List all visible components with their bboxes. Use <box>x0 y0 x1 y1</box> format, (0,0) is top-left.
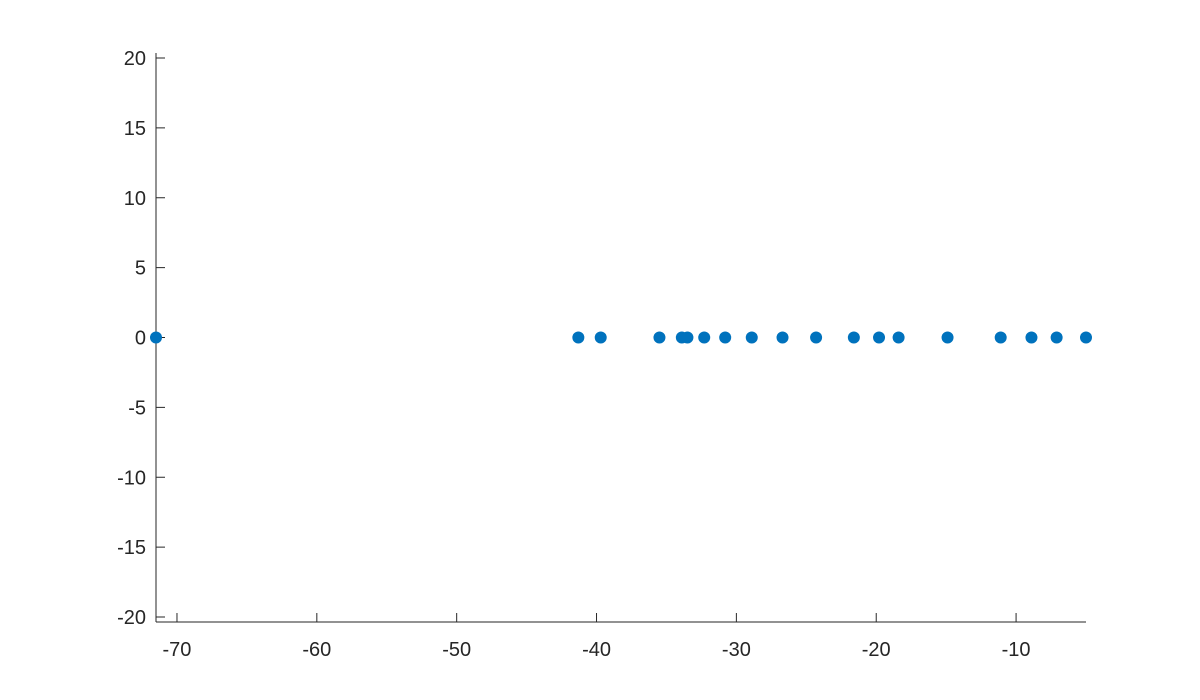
x-ticks: -70 -60 -50 -40 -30 -20 -10 <box>163 613 1031 661</box>
data-point <box>941 331 954 344</box>
x-tick-label: -60 <box>302 639 331 661</box>
y-tick-label: 20 <box>124 48 146 70</box>
data-point <box>1050 331 1063 344</box>
x-tick-label: -70 <box>163 639 192 661</box>
data-point <box>150 331 162 344</box>
data-point <box>776 331 789 344</box>
x-tick-label: -10 <box>1002 639 1031 661</box>
x-tick-label: -40 <box>582 639 611 661</box>
y-tick-label: -15 <box>117 537 146 559</box>
x-tick-label: -50 <box>442 639 471 661</box>
data-point <box>698 331 711 344</box>
y-tick-label: 0 <box>135 328 146 350</box>
y-tick-label: -20 <box>117 607 146 629</box>
data-point <box>847 331 860 344</box>
data-point <box>572 331 585 344</box>
x-tick-label: -30 <box>722 639 751 661</box>
data-point <box>873 331 886 344</box>
data-point <box>1025 331 1038 344</box>
y-tick-label: 5 <box>135 258 146 280</box>
data-point <box>810 331 823 344</box>
data-point <box>653 331 666 344</box>
y-tick-label: 10 <box>124 188 146 210</box>
y-tick-label: 15 <box>124 118 146 140</box>
data-points <box>150 331 1092 344</box>
data-point <box>719 331 732 344</box>
data-point <box>745 331 758 344</box>
y-ticks: 20 15 10 5 0 -5 -10 -15 -20 <box>117 48 165 629</box>
y-tick-label: -5 <box>128 397 146 419</box>
x-tick-label: -20 <box>862 639 891 661</box>
data-point <box>681 331 694 344</box>
data-point <box>594 331 607 344</box>
y-tick-label: -10 <box>117 467 146 489</box>
data-point <box>1080 331 1092 344</box>
data-point <box>994 331 1007 344</box>
data-point <box>892 331 905 344</box>
